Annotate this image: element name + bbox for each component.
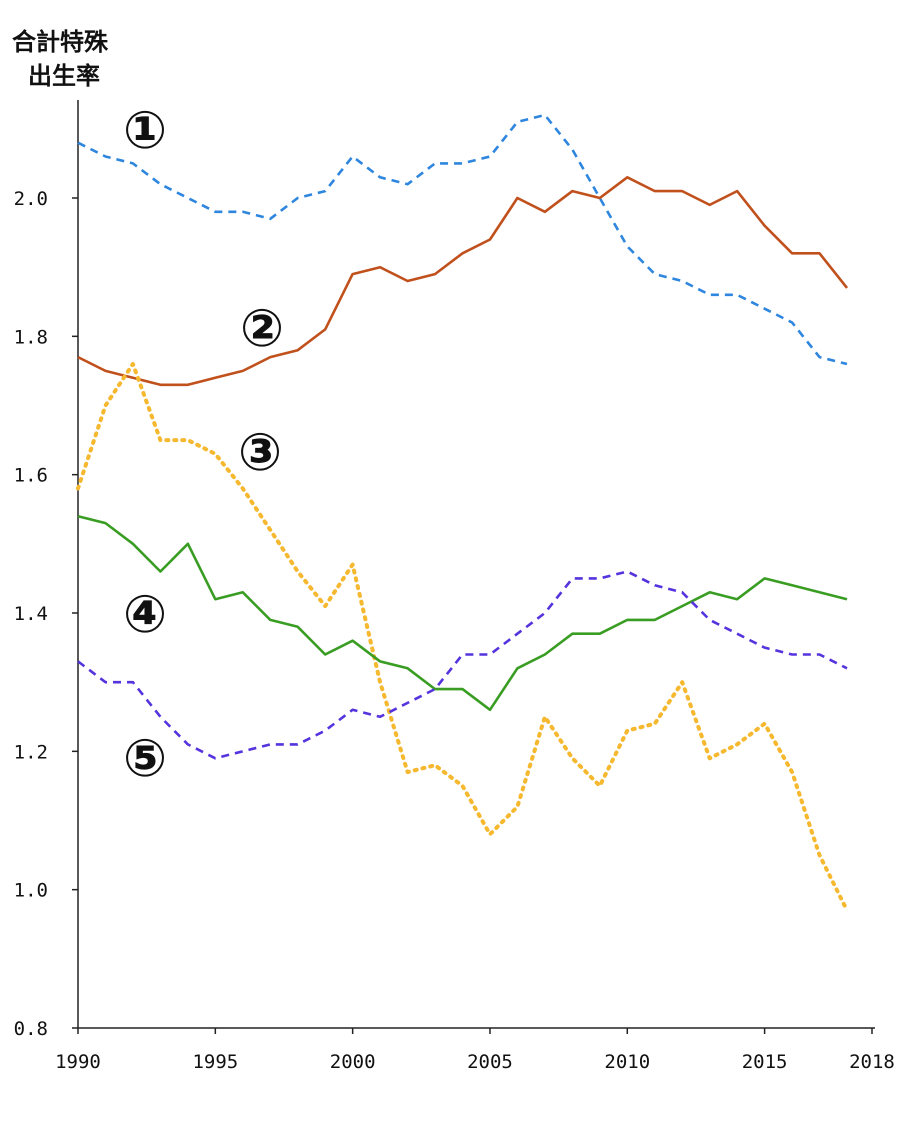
series-line-3 xyxy=(76,362,849,913)
y-tick-label: 1.8 xyxy=(14,326,48,348)
series-line-1 xyxy=(77,113,848,366)
series-label-5: ⑤ xyxy=(123,729,167,789)
y-tick-label: 1.4 xyxy=(14,603,48,625)
series-line-5 xyxy=(77,570,848,760)
x-tick-label: 2000 xyxy=(330,1051,376,1073)
x-axis-ticks: 1990 1995 2000 2005 2010 2015 2018 xyxy=(55,1028,895,1073)
axes xyxy=(77,100,875,1029)
y-tick-label: 1.0 xyxy=(14,880,48,902)
series-labels: ① ② ③ ④ ⑤ xyxy=(123,101,284,789)
x-tick-label: 1995 xyxy=(192,1051,238,1073)
series-line-4 xyxy=(77,514,848,712)
x-tick-label: 1990 xyxy=(55,1051,101,1073)
y-axis-title: 合計特殊 出生率 xyxy=(12,28,109,90)
x-tick-label: 2010 xyxy=(604,1051,650,1073)
y-axis-title-line-1: 合計特殊 xyxy=(12,28,109,56)
x-tick-label: 2005 xyxy=(467,1051,513,1073)
y-tick-label: 1.2 xyxy=(14,741,48,763)
y-tick-label: 0.8 xyxy=(14,1018,48,1040)
y-axis-title-line-2: 出生率 xyxy=(28,62,100,90)
series-lines xyxy=(76,113,849,913)
series-line-2 xyxy=(77,176,849,387)
y-tick-label: 2.0 xyxy=(14,188,48,210)
y-axis-ticks: 0.8 1.0 1.2 1.4 1.6 1.8 2.0 xyxy=(14,188,78,1040)
series-label-2: ② xyxy=(240,299,284,359)
x-tick-label: 2015 xyxy=(742,1051,788,1073)
y-tick-label: 1.6 xyxy=(14,465,48,487)
series-label-4: ④ xyxy=(123,585,167,645)
x-tick-label: 2018 xyxy=(849,1051,895,1073)
series-label-3: ③ xyxy=(238,423,282,483)
series-label-1: ① xyxy=(123,101,167,161)
